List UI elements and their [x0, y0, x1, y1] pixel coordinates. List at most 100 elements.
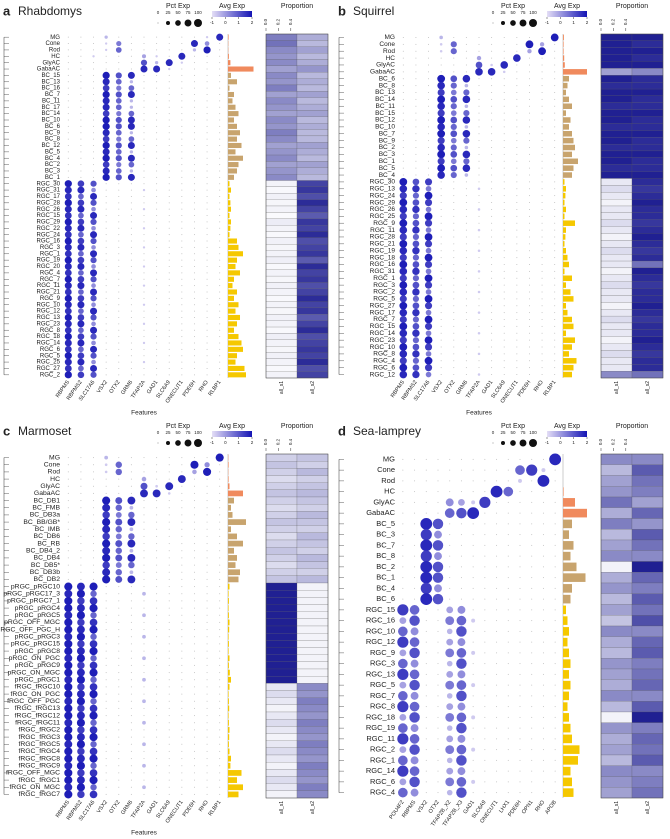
- dot: [156, 36, 158, 38]
- dot: [554, 250, 556, 252]
- heat-cell: [265, 661, 298, 670]
- heat-cell: [600, 507, 633, 519]
- dot: [484, 480, 486, 482]
- dot: [156, 336, 158, 338]
- dot: [168, 629, 170, 631]
- dot: [507, 544, 509, 546]
- dot: [519, 544, 521, 546]
- dot: [143, 521, 145, 523]
- dot: [519, 770, 521, 772]
- row-label: fRGC_fRGC2: [18, 727, 60, 734]
- dot: [402, 566, 404, 568]
- dot: [115, 540, 123, 548]
- dot: [219, 215, 221, 217]
- dot: [168, 686, 170, 688]
- dot: [193, 266, 195, 268]
- dot: [409, 605, 420, 615]
- dot: [156, 132, 158, 134]
- dot: [80, 113, 82, 115]
- dot: [219, 170, 221, 172]
- dot: [440, 332, 442, 334]
- dot: [192, 469, 197, 475]
- dot: [64, 718, 73, 727]
- dot: [67, 485, 69, 487]
- dot: [491, 346, 493, 348]
- row-label: fRGC_fRGC8: [18, 755, 60, 762]
- dot: [80, 492, 82, 494]
- dot: [181, 786, 183, 788]
- heat-cell: [265, 790, 298, 799]
- dot: [168, 125, 170, 127]
- dot: [542, 684, 544, 686]
- heat-cell: [631, 636, 664, 648]
- dot: [105, 643, 107, 645]
- dot: [152, 489, 161, 498]
- dot: [402, 469, 404, 471]
- dot: [118, 297, 120, 299]
- dot: [428, 98, 430, 100]
- dot: [425, 792, 427, 794]
- dot: [168, 43, 170, 45]
- dot: [181, 600, 183, 602]
- dot: [397, 765, 409, 777]
- dot: [554, 367, 556, 369]
- dot: [67, 478, 69, 480]
- dot: [516, 50, 518, 52]
- dot: [496, 620, 498, 622]
- dot: [402, 544, 404, 546]
- heat-cell: [600, 61, 633, 69]
- dot: [531, 609, 533, 611]
- dot: [425, 351, 432, 357]
- dot: [193, 132, 195, 134]
- dot: [542, 781, 544, 783]
- row-label: RGC_5: [373, 296, 395, 303]
- heat-column-label: all_s1: [279, 801, 285, 814]
- dot: [156, 94, 158, 96]
- dot: [77, 275, 85, 283]
- heat-tick-label: 0.4: [288, 438, 293, 445]
- dot: [206, 68, 208, 70]
- dot: [503, 188, 505, 190]
- dot: [425, 309, 432, 316]
- dot: [402, 174, 404, 176]
- dot: [77, 224, 85, 232]
- heat-cell: [631, 364, 664, 372]
- dot: [193, 151, 195, 153]
- dot: [118, 621, 120, 623]
- dot: [541, 312, 543, 314]
- dot: [115, 575, 123, 583]
- dot: [193, 571, 195, 573]
- heat-cell: [265, 668, 298, 677]
- heat-cell: [296, 123, 329, 130]
- heat-cell: [631, 357, 664, 365]
- heat-cell: [600, 267, 633, 275]
- dot: [143, 348, 145, 350]
- dot: [130, 323, 132, 325]
- dot: [93, 528, 95, 530]
- dot: [491, 98, 493, 100]
- dot: [464, 104, 469, 109]
- dot: [503, 298, 505, 300]
- row-label: fRGC_fRGC4: [18, 748, 60, 755]
- dot: [181, 195, 183, 197]
- dot: [67, 87, 69, 89]
- bar: [228, 519, 246, 525]
- dot: [507, 501, 509, 503]
- dot: [118, 285, 120, 287]
- dot: [425, 371, 432, 378]
- dot: [130, 62, 132, 64]
- dot: [478, 202, 480, 204]
- dot: [507, 716, 509, 718]
- dot: [156, 528, 158, 530]
- dot: [414, 566, 416, 568]
- dot: [143, 367, 145, 369]
- dot: [127, 539, 136, 548]
- dot: [440, 263, 442, 265]
- bar: [228, 626, 230, 633]
- heat-cell: [631, 295, 664, 303]
- bar: [563, 282, 566, 288]
- dot: [67, 132, 69, 134]
- dot: [541, 229, 543, 231]
- heat-cell: [631, 754, 664, 766]
- dot: [67, 514, 69, 516]
